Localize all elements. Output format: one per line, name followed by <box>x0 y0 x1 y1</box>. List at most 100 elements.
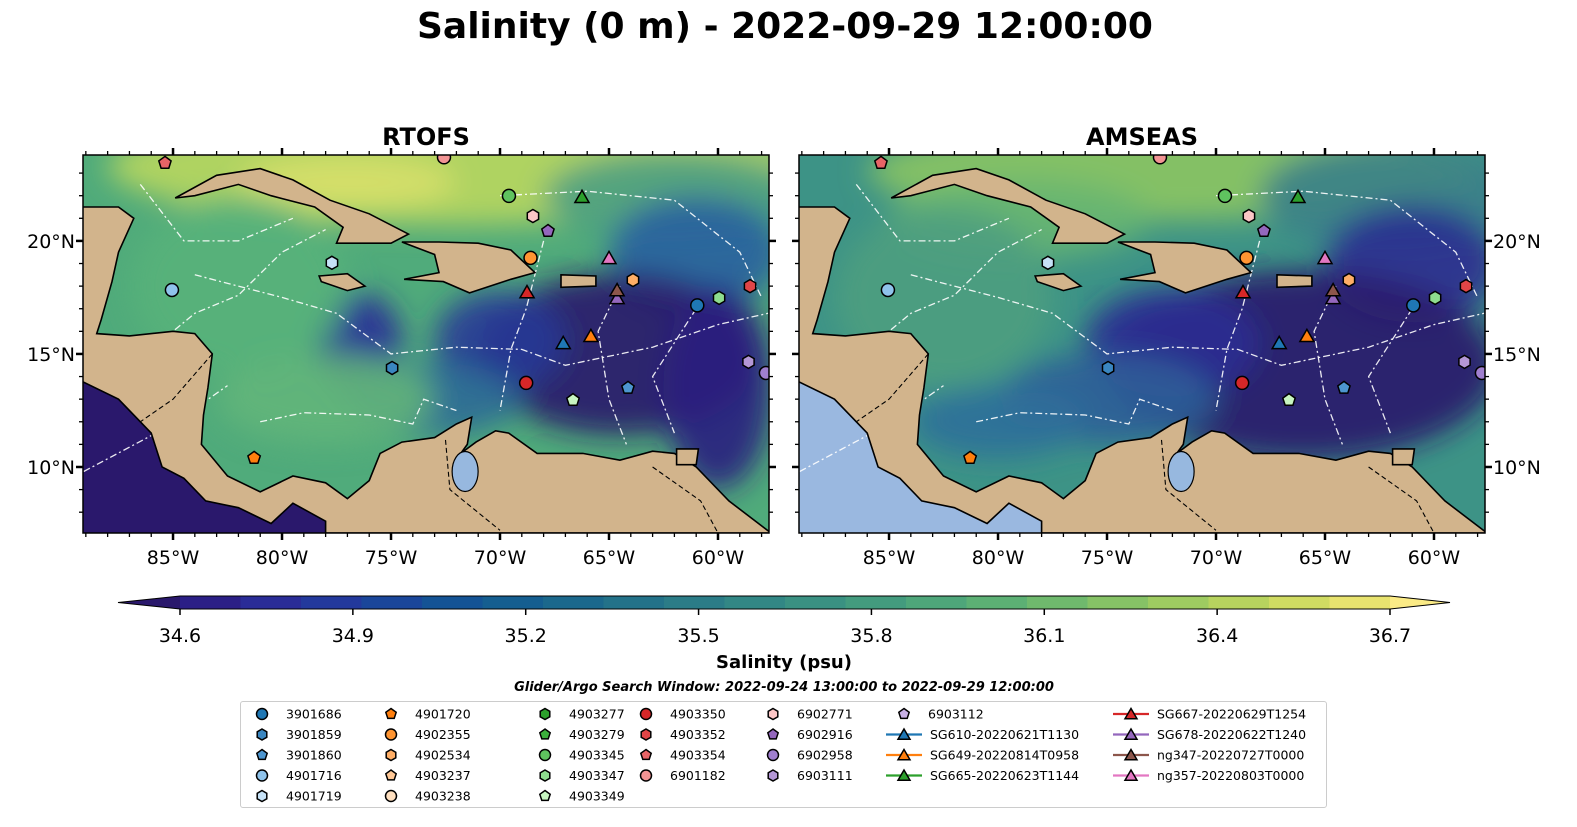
obs-6902916 <box>540 223 555 237</box>
eez-boundary-line <box>855 229 1042 360</box>
obs-3901686 <box>1406 298 1421 313</box>
lat-tick-label: 10°N <box>27 457 75 479</box>
legend-item: 6902771 <box>767 707 853 722</box>
land-hispaniola <box>401 241 537 294</box>
legend-marker-circle-icon <box>384 789 398 803</box>
obs-4901720 <box>247 450 262 464</box>
land-cuba <box>890 167 1127 244</box>
colorbar-tick-label: 34.6 <box>159 625 201 647</box>
land-jamaica <box>1033 272 1083 292</box>
obs-4903352 <box>743 278 757 294</box>
land-hispaniola <box>1117 241 1253 294</box>
obs-6902958 <box>1474 365 1485 381</box>
colorbar-bin <box>482 596 544 609</box>
lon-tick-label: 75°W <box>1081 547 1134 569</box>
colorbar-label: Salinity (psu) <box>716 652 852 673</box>
legend-label: 6902958 <box>797 748 853 763</box>
map-panel-rtofs: RTOFS 85°W 80°W 75°W 70°W 65°W 60°W 10°N 15°N 20… <box>27 123 776 569</box>
lon-tick-label: 80°W <box>972 547 1025 569</box>
obs-6901182 <box>436 155 452 165</box>
colorbar-bin <box>664 596 726 609</box>
country-border <box>444 439 501 531</box>
lon-tick-label: 80°W <box>256 547 309 569</box>
colorbar-bin <box>1269 596 1331 609</box>
obs-4903349 <box>1281 392 1297 407</box>
salinity-features <box>834 155 1485 461</box>
legend-marker-pentagon-icon <box>538 789 552 802</box>
map-frame <box>798 154 1486 534</box>
legend-marker-pentagon-icon <box>538 728 552 740</box>
obs-4903349 <box>565 392 581 407</box>
legend-label: 4903347 <box>569 768 625 783</box>
map-area <box>799 155 1485 533</box>
obs-4901719 <box>1041 255 1055 271</box>
lon-tick-label: 85°W <box>863 547 916 569</box>
country-border <box>652 466 719 533</box>
legend-item: 4903354 <box>639 748 726 763</box>
salinity-anomaly <box>663 286 769 490</box>
legend-marker-circle-icon <box>639 769 653 782</box>
land-trinidad <box>1391 448 1416 466</box>
obs-4901716 <box>164 282 180 298</box>
colorbar-bin <box>301 596 363 609</box>
legend-label: ng357-20220803T0000 <box>1157 768 1304 783</box>
eez-boundary-line <box>499 240 545 411</box>
obs-SG610-20220621T1130 <box>554 334 572 350</box>
obs-SG678-20220622T1240 <box>608 289 626 305</box>
obs-ng357-20220803T0000 <box>600 249 618 265</box>
obs-3901686 <box>690 298 705 313</box>
legend-label: 6902916 <box>797 727 853 742</box>
obs-6902771 <box>526 208 540 224</box>
eez-boundary-line <box>194 274 769 366</box>
panel-title-amseas: AMSEAS <box>1086 123 1198 151</box>
obs-3901859 <box>1101 360 1115 376</box>
legend-item: ng357-20220803T0000 <box>1113 768 1304 783</box>
colorbar-tick-label: 36.1 <box>1023 625 1065 647</box>
legend-marker-pentagon-icon <box>255 748 269 761</box>
map-panel-amseas: AMSEAS 85°W 80°W 75°W 70°W 65°W 60°W 10°N 15°N 2… <box>792 123 1541 569</box>
legend-item: 4902534 <box>385 748 471 763</box>
legend-label: 4903350 <box>670 707 726 722</box>
legend-item: 4901716 <box>255 768 342 783</box>
lat-tick-label: 15°N <box>27 344 75 366</box>
legend-item: SG667-20220629T1254 <box>1113 707 1306 722</box>
legend-marker-hexagon-icon <box>256 728 268 741</box>
legend-item: SG610-20220621T1130 <box>886 727 1079 742</box>
eez-boundary-line <box>1215 190 1479 298</box>
legend-label: 4901716 <box>286 768 342 783</box>
legend-label: SG678-20220622T1240 <box>1157 727 1306 742</box>
eez-boundary-line <box>499 190 763 298</box>
obs-ng347-20220727T0000 <box>608 282 626 297</box>
lon-tick-label: 60°W <box>1408 547 1461 569</box>
legend-label: 4903352 <box>670 727 726 742</box>
obs-SG678-20220622T1240 <box>1324 289 1342 305</box>
obs-4902355 <box>523 250 538 266</box>
lon-tick-label: 75°W <box>365 547 418 569</box>
legend-item: 4903349 <box>538 789 625 804</box>
map-area <box>83 155 769 533</box>
obs-6903111 <box>742 354 755 370</box>
legend-marker-pentagon-icon <box>384 769 398 781</box>
colorbar-tick-label: 35.8 <box>850 625 892 647</box>
colorbar-tick-label: 36.7 <box>1369 625 1411 647</box>
legend-label: 6902771 <box>797 707 853 722</box>
country-border <box>118 353 213 423</box>
colorbar-bin <box>966 596 1028 609</box>
legend-frame <box>240 701 1327 808</box>
obs-4901719 <box>325 255 339 271</box>
colorbar-bin <box>724 596 786 609</box>
salinity-anomaly <box>216 353 435 445</box>
legend-item: 4901720 <box>384 707 471 722</box>
colorbar-bin <box>361 596 423 609</box>
legend-marker-hexagon-icon <box>539 707 551 721</box>
legend-marker-circle-icon <box>255 769 269 782</box>
obs-3901859 <box>385 360 399 376</box>
legend-marker-hexagon-icon <box>640 728 652 741</box>
lon-tick-label: 65°W <box>583 547 636 569</box>
eez-boundary-line <box>1367 308 1413 434</box>
legend-label: 4903354 <box>670 748 726 763</box>
country-border <box>1368 466 1435 533</box>
obs-6901182 <box>1152 155 1168 165</box>
colorbar-bin <box>603 596 665 609</box>
legend-item: SG665-20220623T1144 <box>886 768 1079 783</box>
